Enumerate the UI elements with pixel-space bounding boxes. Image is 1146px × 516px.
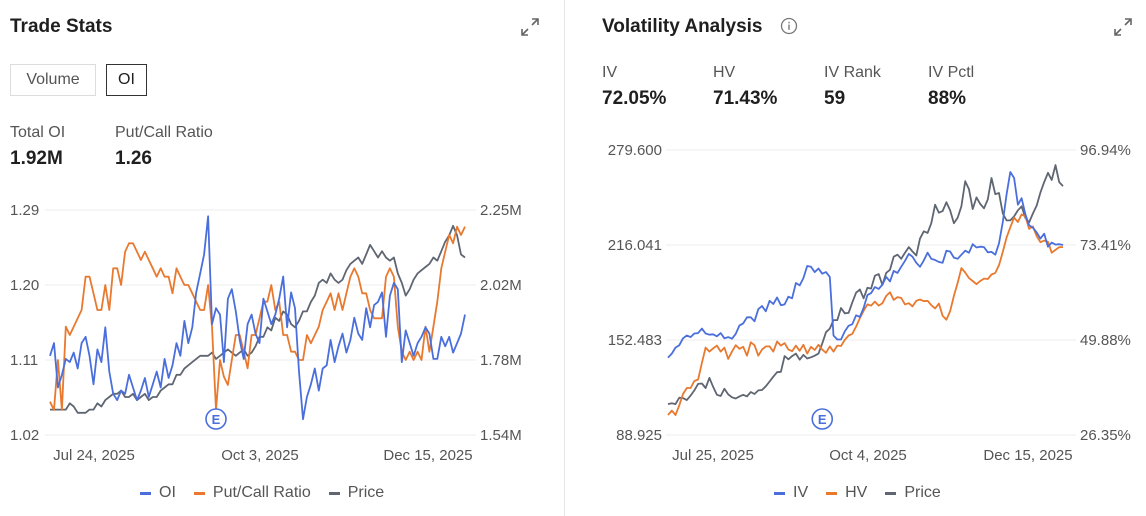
trade-stats-chart: 1.29 2.25M 1.20 2.02M 1.11 1.78M 1.02 1.54M Jul … xyxy=(10,202,522,464)
stat-value: 88% xyxy=(928,88,967,109)
y-axis-right-tick: 2.25M xyxy=(480,202,522,219)
stat-label: Put/Call Ratio xyxy=(115,124,213,141)
oi-tab[interactable]: OI xyxy=(106,64,147,96)
expand-icon[interactable] xyxy=(519,16,541,38)
stat-total-oi: Total OI 1.92M xyxy=(10,124,65,170)
y-axis-left-tick: 1.20 xyxy=(10,277,39,294)
stat-value: 72.05% xyxy=(602,88,667,109)
legend-swatch xyxy=(885,491,897,495)
y-axis-right-tick: 26.35% xyxy=(1080,427,1131,444)
legend-label: Price xyxy=(904,484,941,501)
stat-label: Total OI xyxy=(10,124,66,141)
legend-item-put-call-ratio[interactable]: Put/Call Ratio xyxy=(193,484,311,502)
stat-value: 1.92M xyxy=(10,148,63,169)
trade-stats-title: Trade Stats xyxy=(10,16,113,37)
panel-divider xyxy=(564,0,565,516)
earnings-event-label: E xyxy=(818,412,827,427)
y-axis-left-tick: 88.925 xyxy=(616,427,662,444)
x-axis-tick: Oct 3, 2025 xyxy=(221,447,299,464)
stat-value: 1.26 xyxy=(115,148,152,169)
info-icon[interactable] xyxy=(780,17,798,35)
legend-item-price[interactable]: Price xyxy=(885,484,941,502)
legend-label: HV xyxy=(845,484,868,501)
stat-value: 71.43% xyxy=(713,88,778,109)
x-axis-tick: Oct 4, 2025 xyxy=(829,447,907,464)
x-axis-tick: Dec 15, 2025 xyxy=(383,447,472,464)
series-line-iv xyxy=(667,171,1064,359)
legend-item-oi[interactable]: OI xyxy=(140,484,176,502)
y-axis-left-tick: 216.041 xyxy=(608,237,662,254)
legend-label: OI xyxy=(159,484,176,501)
expand-icon[interactable] xyxy=(1112,16,1134,38)
earnings-event-marker xyxy=(811,408,834,430)
series-line-oi xyxy=(49,215,466,421)
stat-label: IV xyxy=(602,64,618,81)
legend-swatch xyxy=(774,491,785,495)
legend-swatch xyxy=(826,491,838,495)
stat-iv-rank: IV Rank 59 xyxy=(824,64,881,110)
y-axis-left-tick: 279.600 xyxy=(608,142,662,159)
y-axis-right-tick: 1.54M xyxy=(480,427,522,444)
y-axis-left-tick: 1.02 xyxy=(10,427,39,444)
y-axis-right-tick: 73.41% xyxy=(1080,237,1131,254)
volatility-title: Volatility Analysis xyxy=(602,16,763,37)
trade-stats-panel: Trade Stats Volume OI Total OI 1.92M Put… xyxy=(0,0,564,516)
legend-swatch xyxy=(193,491,205,495)
series-line-put-call-ratio xyxy=(49,225,466,411)
series-line-hv xyxy=(667,213,1063,416)
y-axis-right-tick: 96.94% xyxy=(1080,142,1131,159)
y-axis-right-tick: 49.88% xyxy=(1080,332,1131,349)
volatility-chart: 279.600 96.94% 216.041 73.41% 152.483 49.88% 8… xyxy=(608,142,1131,464)
stat-value: 59 xyxy=(824,88,846,109)
volatility-panel: Volatility Analysis IV 72.05% HV 71.43% … xyxy=(566,0,1146,516)
stat-label: HV xyxy=(713,64,736,81)
legend-label: IV xyxy=(793,484,809,501)
stat-label: IV Rank xyxy=(824,64,881,81)
series-line-price xyxy=(667,164,1064,406)
volume-tab[interactable]: Volume xyxy=(10,64,96,96)
trade-stats-legend: OI Put/Call Ratio Price xyxy=(140,484,402,502)
volatility-legend: IV HV Price xyxy=(774,484,959,502)
legend-swatch xyxy=(328,491,340,495)
stat-hv: HV 71.43% xyxy=(713,64,777,110)
y-axis-left-tick: 152.483 xyxy=(608,332,662,349)
legend-label: Put/Call Ratio xyxy=(212,484,311,501)
legend-item-hv[interactable]: HV xyxy=(826,484,867,502)
stat-iv-pctl: IV Pctl 88% xyxy=(928,64,974,110)
y-axis-right-tick: 2.02M xyxy=(480,277,522,294)
legend-swatch xyxy=(140,491,151,495)
stat-iv: IV 72.05% xyxy=(602,64,666,110)
stat-label: IV Pctl xyxy=(928,64,975,81)
y-axis-left-tick: 1.29 xyxy=(10,202,39,219)
earnings-event-label: E xyxy=(212,412,221,427)
earnings-event-marker xyxy=(205,408,227,430)
x-axis-tick: Jul 25, 2025 xyxy=(672,447,754,464)
x-axis-tick: Jul 24, 2025 xyxy=(53,447,135,464)
legend-item-iv[interactable]: IV xyxy=(774,484,808,502)
stat-put-call-ratio: Put/Call Ratio 1.26 xyxy=(115,124,213,170)
series-line-price xyxy=(50,224,466,414)
y-axis-left-tick: 1.11 xyxy=(10,352,38,369)
x-axis-tick: Dec 15, 2025 xyxy=(983,447,1072,464)
y-axis-right-tick: 1.78M xyxy=(480,352,522,369)
legend-label: Price xyxy=(347,484,385,501)
legend-item-price[interactable]: Price xyxy=(328,484,385,502)
